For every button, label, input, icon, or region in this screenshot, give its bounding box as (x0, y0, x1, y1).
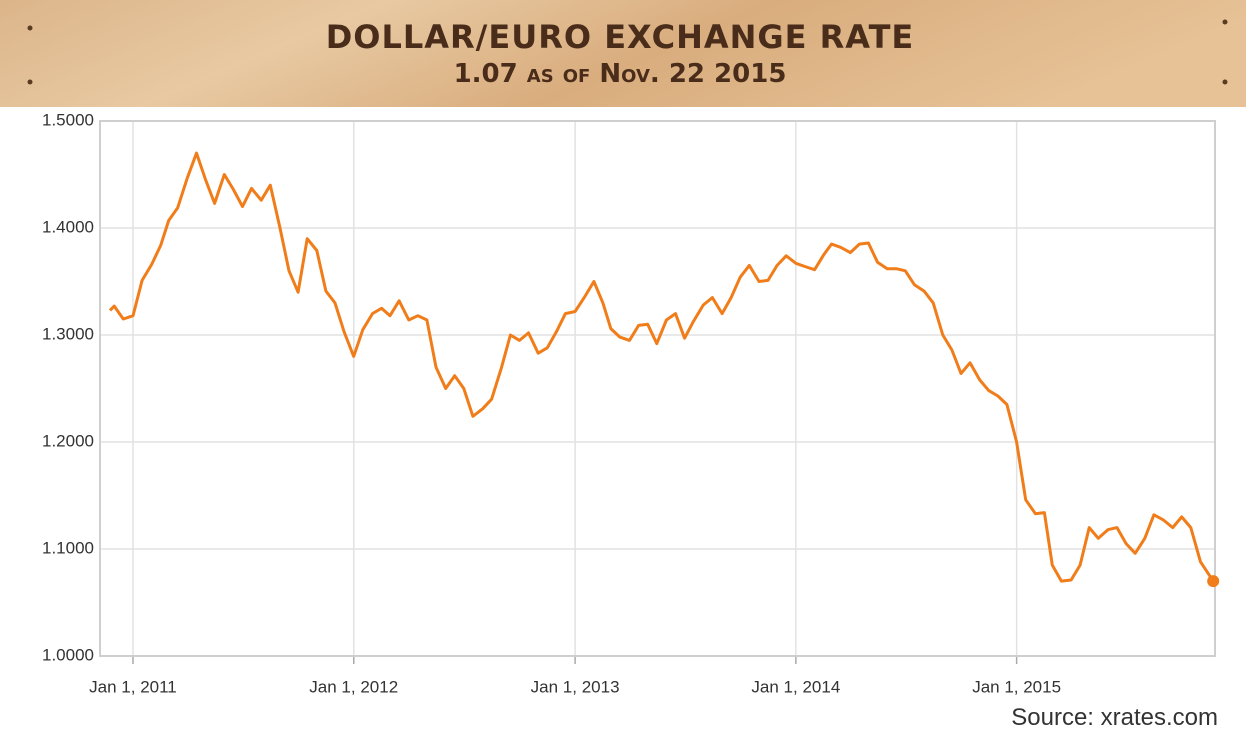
header-banner (0, 0, 1246, 107)
x-tick-label: Jan 1, 2012 (309, 677, 398, 696)
plot-area: 1.0000 1.1000 1.2000 1.3000 1.4000 1.5000 Jan … (42, 110, 1220, 696)
x-tick-label: Jan 1, 2013 (531, 677, 620, 696)
y-tick-label: 1.2000 (42, 431, 94, 450)
nail (1222, 79, 1228, 85)
x-tick-label: Jan 1, 2011 (89, 677, 177, 696)
x-tick-label: Jan 1, 2015 (972, 677, 1061, 696)
chart-subtitle: 1.07 as of Nov. 22 2015 (454, 59, 787, 89)
chart-title: DOLLAR/EURO EXCHANGE RATE (326, 18, 915, 56)
y-tick-label: 1.4000 (42, 217, 94, 236)
y-tick-label: 1.5000 (42, 110, 94, 129)
x-tick-label: Jan 1, 2014 (751, 677, 840, 696)
y-tick-label: 1.1000 (42, 538, 94, 557)
y-tick-label: 1.3000 (42, 324, 94, 343)
plot-frame (99, 120, 1216, 657)
nail (1222, 19, 1228, 25)
y-tick-label: 1.0000 (42, 645, 94, 664)
line (108, 151, 1215, 583)
nail (27, 79, 33, 85)
source-note: Source: xrates.com (1011, 704, 1218, 731)
last-point (1207, 575, 1220, 588)
nail (27, 25, 33, 31)
